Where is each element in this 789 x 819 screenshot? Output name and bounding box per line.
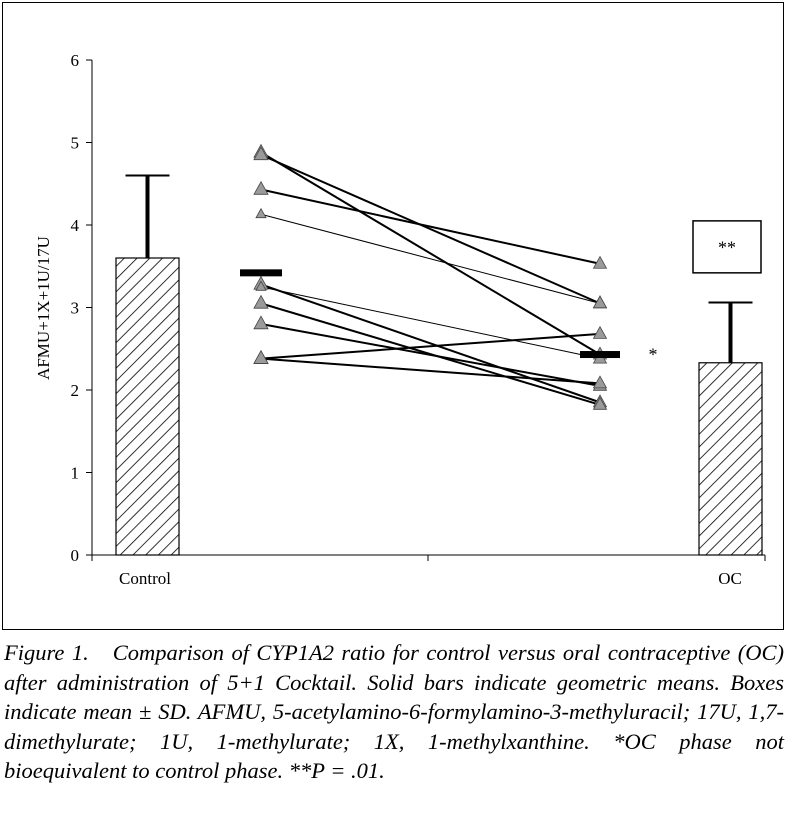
bar-control (115, 257, 180, 556)
y-tick-label: 3 (71, 299, 80, 318)
significance-box (692, 220, 762, 274)
oc-point (592, 375, 608, 389)
axes: 0 1 2 3 4 5 6 Control OC (71, 51, 766, 588)
subject-line (260, 323, 601, 387)
caption-label: Figure 1. (4, 640, 89, 665)
y-tick-label: 1 (71, 464, 80, 483)
subject-line (260, 213, 601, 304)
significance-star: * (649, 345, 658, 365)
y-tick-label: 2 (71, 381, 80, 400)
subject-line (260, 188, 601, 265)
y-axis-label: AFMU+1X+1U/17U (34, 236, 53, 380)
figure-caption: Figure 1. Comparison of CYP1A2 ratio for … (4, 638, 784, 786)
bar-oc (698, 362, 763, 556)
subject-line (260, 332, 601, 360)
control-point (255, 280, 267, 291)
y-tick-label: 6 (71, 51, 80, 70)
geomean-oc (580, 351, 620, 359)
y-tick-label: 5 (71, 134, 80, 153)
control-point (253, 146, 269, 161)
y-tick-label: 4 (71, 216, 80, 235)
x-tick-label: Control (119, 569, 171, 588)
oc-point (592, 396, 608, 410)
oc-point (592, 255, 608, 269)
control-point (253, 315, 269, 330)
subject-line (260, 357, 601, 385)
geomean-control (240, 269, 282, 277)
caption-text: Comparison of CYP1A2 ratio for control v… (4, 640, 785, 783)
significance-double-star: ** (718, 237, 736, 257)
subject-lines (260, 151, 601, 406)
subject-points (253, 143, 608, 410)
figure-frame (2, 2, 784, 630)
annotations: *** (240, 220, 762, 365)
control-point (253, 294, 269, 309)
bars (115, 174, 763, 556)
subject-line (260, 283, 601, 404)
y-tick-label: 0 (71, 546, 80, 565)
control-point (253, 350, 269, 364)
control-point (253, 180, 269, 195)
subject-line (260, 151, 601, 356)
subject-line (260, 286, 601, 360)
x-tick-label: OC (718, 569, 742, 588)
subject-line (260, 153, 601, 305)
oc-point (592, 295, 608, 309)
control-point (255, 207, 267, 219)
oc-point (592, 325, 608, 339)
